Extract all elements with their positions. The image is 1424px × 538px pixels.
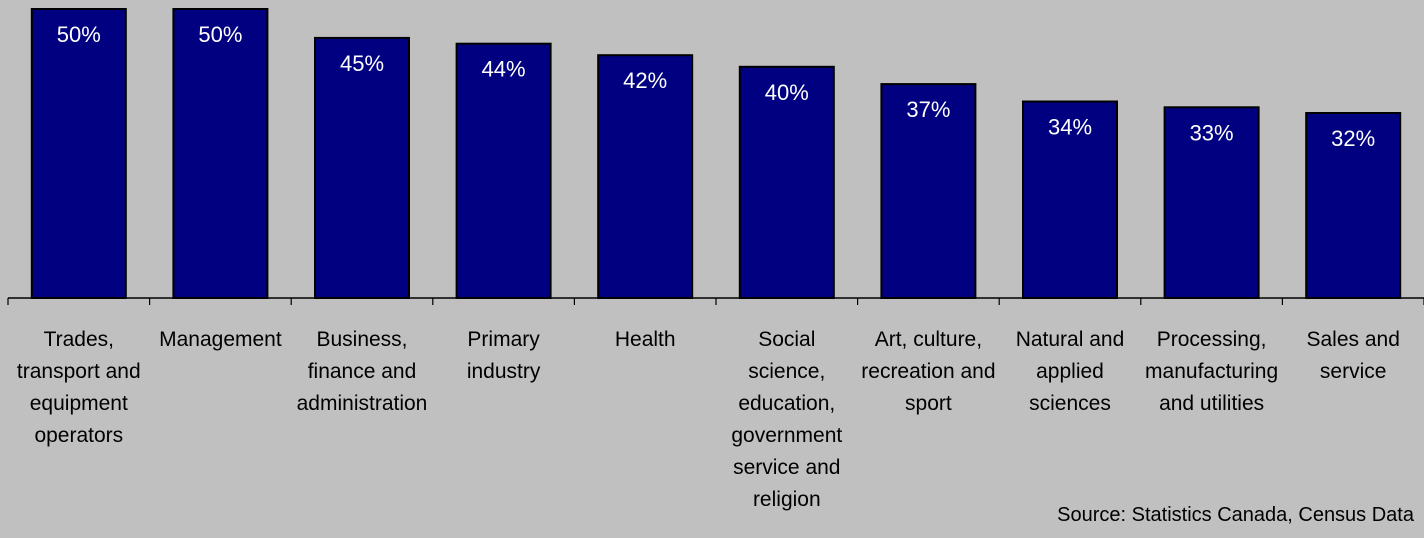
category-label: Business, finance and administration: [297, 328, 428, 415]
category-label-line: operators: [34, 424, 123, 447]
category-label-line: Social: [758, 328, 815, 351]
data-label: 42%: [623, 68, 667, 93]
category-label-line: Health: [615, 328, 676, 351]
category-label-line: sciences: [1029, 392, 1111, 415]
data-label: 37%: [906, 97, 950, 122]
data-label: 40%: [765, 80, 809, 105]
category-label-line: sport: [905, 392, 952, 415]
category-label-line: service and: [733, 456, 840, 479]
category-label-line: finance and: [308, 360, 417, 383]
category-label-line: transport and: [17, 360, 141, 383]
data-label: 32%: [1331, 126, 1375, 151]
data-label: 50%: [198, 22, 242, 47]
bar: [172, 8, 269, 299]
category-label-line: equipment: [30, 392, 128, 415]
bar: [30, 8, 127, 299]
category-label-line: Trades,: [44, 328, 114, 351]
category-label-line: religion: [753, 488, 821, 511]
category-label-line: recreation and: [861, 360, 995, 383]
category-label: Social science, education, government servic…: [731, 328, 842, 511]
category-label-line: education,: [738, 392, 835, 415]
bar: [597, 54, 694, 300]
category-label-line: and utilities: [1159, 392, 1264, 415]
category-label-line: Business,: [316, 328, 407, 351]
bar: [738, 65, 835, 299]
bar: [1022, 100, 1118, 299]
data-label: 50%: [57, 22, 101, 47]
bar: [314, 36, 410, 300]
category-label-line: service: [1320, 360, 1387, 383]
bar: [880, 83, 977, 299]
data-label: 44%: [482, 57, 526, 82]
category-label: Art, culture, recreation and sport: [861, 328, 995, 415]
category-label: Primary industry: [467, 328, 541, 383]
category-label-line: industry: [467, 360, 541, 383]
source-note: Source: Statistics Canada, Census Data: [1057, 504, 1414, 526]
data-label: 45%: [340, 51, 384, 76]
category-label: Health: [615, 328, 676, 351]
data-label: 33%: [1190, 120, 1234, 145]
category-label-line: applied: [1036, 360, 1104, 383]
category-label: Management: [159, 328, 282, 351]
category-label-line: government: [731, 424, 842, 447]
category-label-line: Natural and: [1016, 328, 1125, 351]
category-label-line: science,: [748, 360, 825, 383]
bar: [1305, 112, 1402, 299]
category-label-line: Management: [159, 328, 282, 351]
data-label: 34%: [1048, 115, 1092, 140]
category-label-line: Primary: [467, 328, 540, 351]
category-label: Natural and applied sciences: [1016, 328, 1125, 415]
category-label-line: administration: [297, 392, 428, 415]
category-label-line: Sales and: [1306, 328, 1399, 351]
category-label: Sales and service: [1306, 328, 1399, 383]
category-label-line: Art, culture,: [875, 328, 982, 351]
category-label: Trades, transport and equipment operators: [17, 328, 141, 447]
category-label: Processing, manufacturing and utilities: [1145, 328, 1278, 415]
category-label-line: manufacturing: [1145, 360, 1278, 383]
bar: [455, 42, 552, 300]
category-label-line: Processing,: [1157, 328, 1267, 351]
